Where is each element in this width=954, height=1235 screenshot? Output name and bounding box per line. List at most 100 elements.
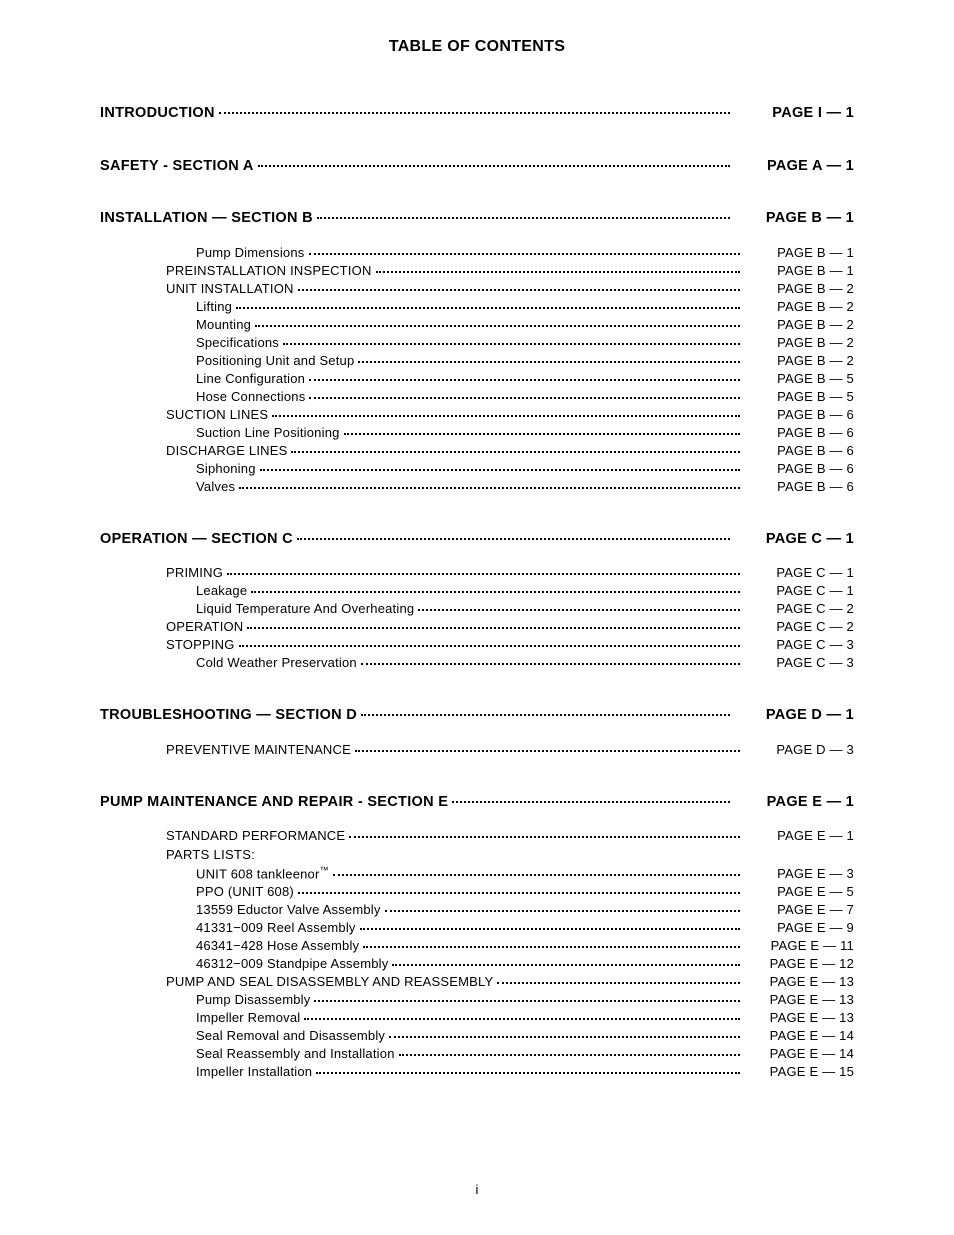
toc-entry-page: PAGE C — 1 [734, 532, 854, 547]
toc-entry-label: UNIT 608 tankleenor™ [196, 866, 329, 880]
toc-leader-dots [349, 836, 740, 838]
toc-entry-page: PAGE E — 7 [744, 903, 854, 916]
toc-entry-page: PAGE B — 2 [744, 336, 854, 349]
toc-entry-sub2-36: Impeller RemovalPAGE E — 13 [196, 1011, 854, 1025]
toc-leader-dots [497, 982, 740, 984]
toc-entry-sub2-15: SiphoningPAGE B — 6 [196, 462, 854, 476]
toc-entry-major-1: SAFETY - SECTION A PAGE A — 1 [100, 159, 854, 174]
toc-entry-sub1-21: OPERATION PAGE C — 2 [166, 620, 854, 634]
toc-entry-page: PAGE E — 12 [744, 957, 854, 970]
toc-entry-sub2-6: LiftingPAGE B — 2 [196, 300, 854, 314]
toc-leader-dots [314, 1000, 740, 1002]
toc-entry-label: Liquid Temperature And Overheating [196, 602, 414, 615]
toc-entry-sub2-10: Line Configuration PAGE B — 5 [196, 372, 854, 386]
toc-leader-dots [291, 451, 740, 453]
toc-entry-page: PAGE B — 5 [744, 372, 854, 385]
toc-entry-sub1-5: UNIT INSTALLATIONPAGE B — 2 [166, 282, 854, 296]
toc-leader-dots [361, 663, 740, 665]
toc-entry-label: 46312−009 Standpipe Assembly [196, 957, 388, 970]
toc-leader-dots [227, 573, 740, 575]
toc-entry-page: PAGE B — 1 [734, 211, 854, 226]
toc-leader-dots [358, 361, 740, 363]
toc-leader-dots [309, 379, 740, 381]
toc-entry-sub1-14: DISCHARGE LINESPAGE B — 6 [166, 444, 854, 458]
toc-entry-page: PAGE E — 1 [744, 829, 854, 842]
toc-entry-page: PAGE E — 3 [744, 867, 854, 880]
toc-entry-label: OPERATION — SECTION C [100, 532, 293, 547]
toc-entry-label: Seal Removal and Disassembly [196, 1029, 385, 1042]
page-title: TABLE OF CONTENTS [100, 38, 854, 56]
toc-leader-dots [344, 433, 740, 435]
toc-entry-label: SAFETY - SECTION A [100, 159, 254, 174]
toc-entry-label: 13559 Eductor Valve Assembly [196, 903, 381, 916]
toc-entry-sub1-34: PUMP AND SEAL DISASSEMBLY AND REASSEMBLY… [166, 975, 854, 989]
toc-entry-major-0: INTRODUCTION PAGE I — 1 [100, 106, 854, 121]
toc-leader-dots [297, 538, 730, 540]
toc-entry-page: PAGE B — 6 [744, 480, 854, 493]
toc-entry-page: PAGE C — 1 [744, 584, 854, 597]
toc-entry-page: PAGE C — 3 [744, 638, 854, 651]
toc-entry-page: PAGE E — 9 [744, 921, 854, 934]
toc-entry-page: PAGE I — 1 [734, 106, 854, 121]
toc-leader-dots [258, 165, 730, 167]
toc-entry-label: PREINSTALLATION INSPECTION [166, 264, 372, 277]
toc-entry-page: PAGE C — 1 [744, 566, 854, 579]
toc-entry-sub1-4: PREINSTALLATION INSPECTION PAGE B — 1 [166, 264, 854, 278]
toc-entry-page: PAGE B — 2 [744, 282, 854, 295]
toc-leader-dots [392, 964, 740, 966]
toc-entry-sub1-18: PRIMING PAGE C — 1 [166, 566, 854, 580]
toc-entry-page: PAGE B — 1 [744, 264, 854, 277]
toc-leader-dots [333, 874, 740, 876]
table-of-contents: INTRODUCTION PAGE I — 1 SAFETY - SECTION A… [100, 106, 854, 1079]
toc-entry-sub2-35: Pump DisassemblyPAGE E — 13 [196, 993, 854, 1007]
toc-sub-block: Pump DimensionsPAGE B — 1PREINSTALLATION… [100, 246, 854, 494]
toc-leader-dots [363, 946, 740, 948]
toc-leader-dots [247, 627, 740, 629]
toc-leader-dots [239, 645, 740, 647]
toc-entry-label: Line Configuration [196, 372, 305, 385]
toc-sub-block: PREVENTIVE MAINTENANCEPAGE D — 3 [100, 743, 854, 757]
toc-entry-sub2-20: Liquid Temperature And OverheatingPAGE C… [196, 602, 854, 616]
toc-entry-sub2-8: SpecificationsPAGE B — 2 [196, 336, 854, 350]
toc-leader-dots [389, 1036, 740, 1038]
toc-entry-label: 46341−428 Hose Assembly [196, 939, 359, 952]
toc-entry-page: PAGE B — 2 [744, 300, 854, 313]
toc-leader-dots [361, 714, 730, 716]
toc-entry-label: PRIMING [166, 566, 223, 579]
toc-entry-sub2-31: 41331−009 Reel AssemblyPAGE E — 9 [196, 921, 854, 935]
toc-leader-dots [236, 307, 740, 309]
toc-leader-dots [309, 397, 740, 399]
toc-leader-dots [316, 1072, 740, 1074]
toc-entry-page: PAGE E — 14 [744, 1047, 854, 1060]
toc-entry-label: Impeller Removal [196, 1011, 300, 1024]
toc-entry-page: PAGE B — 6 [744, 408, 854, 421]
toc-leader-dots [376, 271, 740, 273]
toc-entry-label: STANDARD PERFORMANCE [166, 829, 345, 842]
toc-entry-page: PAGE C — 2 [744, 620, 854, 633]
toc-leader-dots [385, 910, 740, 912]
toc-entry-label: INTRODUCTION [100, 106, 215, 121]
toc-leader-dots [304, 1018, 740, 1020]
toc-entry-label: OPERATION [166, 620, 243, 633]
toc-leader-dots [219, 112, 730, 114]
toc-entry-label: SUCTION LINES [166, 408, 268, 421]
toc-entry-page: PAGE B — 6 [744, 462, 854, 475]
toc-entry-label: PUMP AND SEAL DISASSEMBLY AND REASSEMBLY [166, 975, 493, 988]
toc-entry-sub2-23: Cold Weather PreservationPAGE C — 3 [196, 656, 854, 670]
toc-leader-dots [283, 343, 740, 345]
toc-entry-label: PREVENTIVE MAINTENANCE [166, 743, 351, 756]
toc-leader-dots [298, 892, 740, 894]
toc-leader-dots [399, 1054, 740, 1056]
toc-entry-label: Pump Disassembly [196, 993, 310, 1006]
toc-leader-dots [360, 928, 740, 930]
toc-entry-page: PAGE B — 5 [744, 390, 854, 403]
toc-entry-page: PAGE E — 14 [744, 1029, 854, 1042]
toc-entry-sub1-27: STANDARD PERFORMANCE PAGE E — 1 [166, 829, 854, 843]
toc-leader-dots [272, 415, 740, 417]
toc-leader-dots [355, 750, 740, 752]
toc-entry-page: PAGE B — 1 [744, 246, 854, 259]
toc-entry-page: PAGE A — 1 [734, 159, 854, 174]
toc-entry-page: PAGE E — 1 [734, 795, 854, 810]
toc-entry-page: PAGE E — 11 [744, 939, 854, 952]
toc-entry-sub2-30: 13559 Eductor Valve Assembly PAGE E — 7 [196, 903, 854, 917]
